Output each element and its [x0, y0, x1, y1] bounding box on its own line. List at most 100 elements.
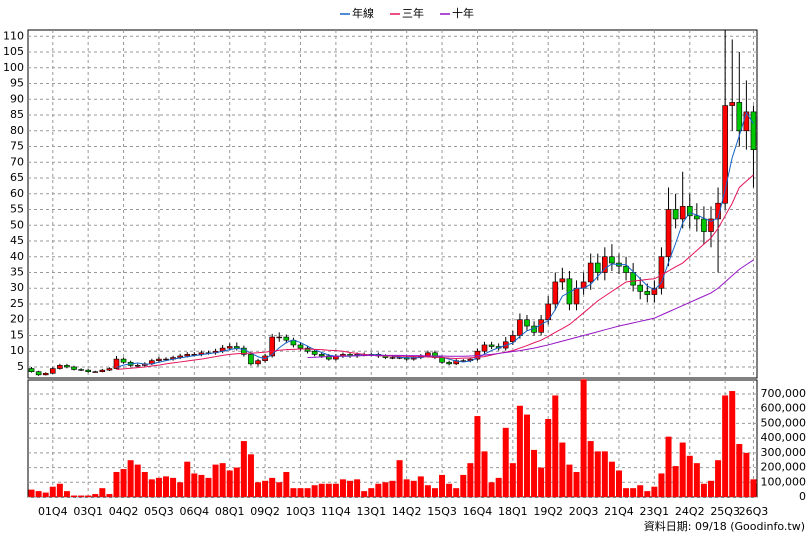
y-tick-label: 10: [10, 344, 24, 357]
volume-bar: [148, 479, 155, 497]
volume-bar: [601, 451, 608, 497]
y-tick-label: 95: [10, 77, 24, 90]
candle-body: [686, 206, 693, 217]
volume-bar: [184, 461, 191, 497]
candle-body: [488, 344, 495, 347]
volume-bar: [750, 479, 757, 497]
candle-body: [701, 218, 707, 232]
volume-bar: [297, 488, 304, 497]
candle-body: [57, 365, 63, 369]
candle-body: [679, 206, 686, 220]
volume-bar: [212, 464, 219, 497]
volume-bar: [608, 461, 615, 497]
volume-bar: [78, 495, 85, 497]
volume-bar: [715, 460, 722, 497]
x-tick-label: 01Q4: [38, 505, 68, 518]
x-tick-label: 03Q1: [73, 505, 103, 518]
volume-bar: [460, 474, 467, 497]
candle-body: [163, 358, 169, 361]
y-tick-label: 25: [10, 297, 24, 310]
candle-body: [644, 291, 651, 295]
volume-bar: [332, 483, 339, 497]
volume-bar: [707, 480, 714, 497]
volume-bar: [35, 491, 42, 497]
candle-body: [226, 346, 233, 349]
volume-bar: [155, 477, 162, 497]
y2-tick-label: 400,000: [761, 431, 807, 444]
volume-bar: [170, 477, 177, 497]
volume-bar: [205, 477, 212, 497]
y-tick-label: 35: [10, 265, 24, 278]
volume-bar: [474, 416, 481, 497]
volume-bar: [615, 470, 622, 497]
volume-bar: [700, 483, 707, 497]
candle-body: [630, 272, 636, 286]
legend-label: 年線: [352, 6, 374, 20]
volume-bar: [481, 451, 488, 497]
x-tick-label: 24Q2: [675, 505, 705, 518]
volume-bar: [509, 463, 516, 497]
volume-bar: [191, 473, 198, 497]
candle-body: [248, 354, 254, 365]
candle-body: [233, 346, 240, 349]
candle-body: [481, 344, 488, 352]
x-tick-label: 10Q3: [286, 505, 316, 518]
x-tick-label: 21Q4: [604, 505, 634, 518]
candle-body: [283, 336, 290, 341]
y2-tick-label: 100,000: [761, 475, 807, 488]
legend-label: 三年: [402, 6, 424, 20]
candle-body: [326, 355, 332, 360]
volume-bar: [255, 482, 262, 497]
candle-body: [559, 278, 566, 283]
volume-bar: [318, 483, 325, 497]
candle-body: [113, 358, 120, 369]
candle-body: [594, 262, 601, 273]
volume-bar: [269, 477, 276, 497]
volume-bar: [396, 460, 403, 497]
volume-bar: [106, 494, 113, 497]
volume-bar: [42, 492, 49, 497]
volume-bar: [502, 427, 509, 497]
y-tick-label: 105: [3, 45, 24, 58]
volume-bar: [92, 494, 99, 497]
x-tick-label: 09Q2: [250, 505, 280, 518]
volume-bar: [226, 470, 233, 497]
volume-bar: [389, 480, 396, 497]
volume-bar: [658, 473, 665, 497]
volume-bar: [56, 483, 63, 497]
y-tick-label: 50: [10, 218, 24, 231]
candle-body: [276, 336, 283, 339]
y-tick-label: 40: [10, 250, 24, 263]
volume-bar: [424, 485, 431, 497]
x-tick-label: 19Q2: [533, 505, 563, 518]
candle-body: [552, 281, 559, 305]
volume-bar: [538, 467, 545, 497]
candle-body: [42, 372, 49, 376]
volume-bar: [403, 479, 410, 497]
volume-bar: [177, 482, 184, 497]
x-tick-label: 16Q4: [463, 505, 493, 518]
candle-body: [99, 369, 106, 373]
y-tick-label: 70: [10, 155, 24, 168]
candle-body: [318, 354, 325, 357]
volume-bar: [219, 463, 226, 497]
candle-body: [446, 361, 452, 365]
y-tick-label: 80: [10, 124, 24, 137]
volume-bar: [290, 488, 297, 497]
volume-bar: [311, 485, 318, 497]
candle-body: [311, 350, 318, 355]
candle-body: [658, 256, 665, 289]
candle-body: [134, 365, 141, 367]
volume-bar: [163, 476, 170, 497]
ma-line: [307, 259, 754, 359]
y-tick-label: 100: [3, 61, 24, 74]
x-tick-label: 20Q3: [569, 505, 599, 518]
x-tick-label: 11Q4: [321, 505, 351, 518]
candle-body: [708, 218, 714, 232]
volume-bar: [141, 471, 148, 497]
volume-bar: [28, 489, 35, 497]
volume-bar: [523, 414, 530, 497]
y-tick-label: 90: [10, 92, 24, 105]
volume-bar: [623, 488, 630, 497]
